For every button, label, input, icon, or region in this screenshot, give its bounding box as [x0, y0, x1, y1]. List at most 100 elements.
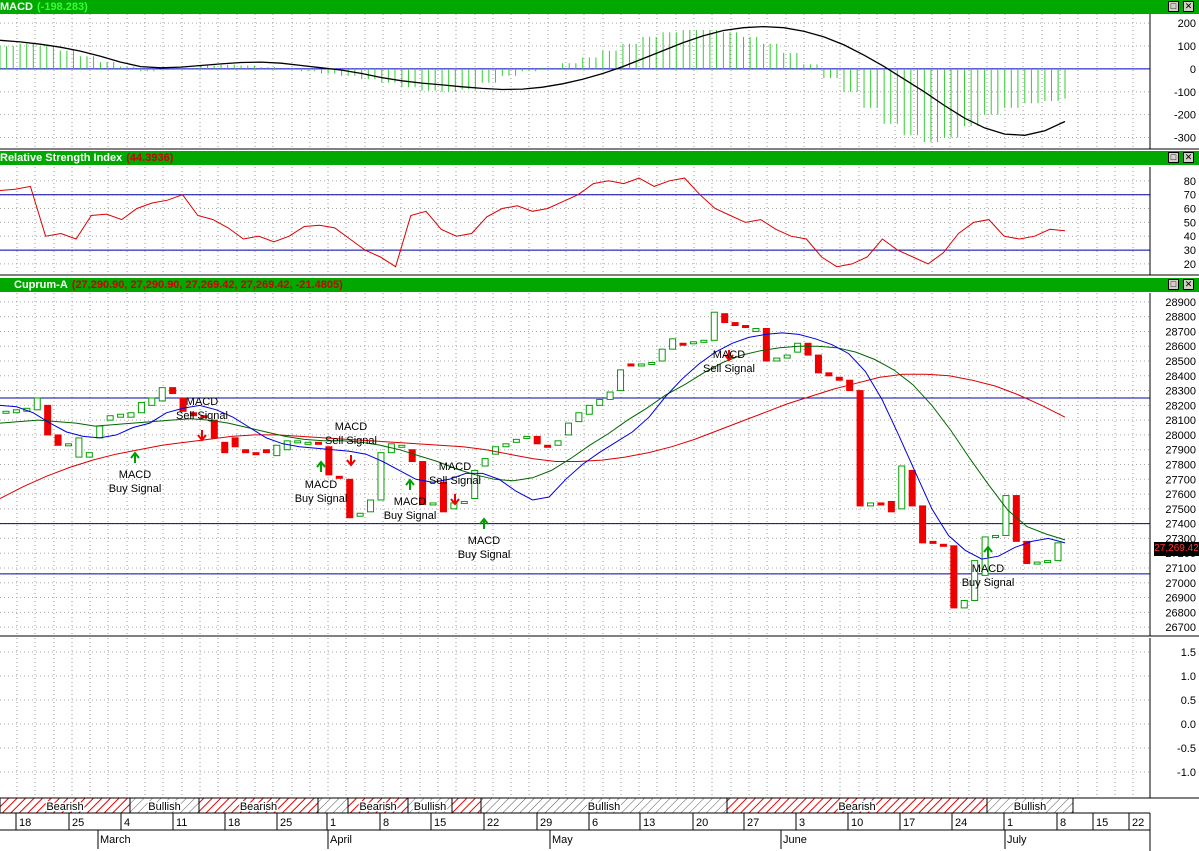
moving-average-slow: [0, 373, 1066, 499]
price-candle: [877, 502, 885, 506]
empty-panel-tick-label: 0.5: [1181, 695, 1196, 707]
date-day-label: 25: [72, 817, 84, 829]
price-candle: [356, 512, 364, 517]
buy-arrow-icon: [130, 451, 140, 463]
macd-titlebar[interactable]: MACD (-198.283) □ ✕: [0, 0, 1199, 14]
signal-annotation-label: Buy Signal: [962, 577, 1015, 589]
date-month-label: June: [783, 834, 807, 846]
price-candle: [408, 449, 416, 463]
signal-annotation-title: MACD: [713, 349, 745, 361]
price-candle: [544, 444, 552, 448]
price-candle: [377, 452, 385, 501]
price-candle: [346, 478, 354, 519]
empty-panel-tick-label: -0.5: [1177, 743, 1196, 755]
trend-segment-label: Bearish: [240, 801, 277, 813]
rsi-maximize-button[interactable]: □: [1168, 152, 1179, 163]
price-candle: [804, 342, 812, 356]
price-tick-label: 26700: [1165, 622, 1196, 634]
price-candle: [627, 363, 635, 367]
price-candle: [533, 435, 541, 445]
date-day-label: 22: [487, 817, 499, 829]
macd-tick-label: -200: [1174, 110, 1196, 122]
price-candle: [221, 441, 229, 454]
empty-panel-tick-label: 1.5: [1181, 647, 1196, 659]
price-candle: [75, 437, 83, 458]
price-tick-label: 27400: [1165, 519, 1196, 531]
price-candle: [554, 440, 562, 446]
price-candle: [179, 397, 187, 412]
price-tick-label: 28600: [1165, 341, 1196, 353]
price-title: Cuprum-A: [14, 279, 68, 291]
rsi-tick-label: 20: [1184, 259, 1196, 271]
price-candle: [814, 354, 822, 374]
price-titlebar[interactable]: Cuprum-A (27,290.90, 27,290.90, 27,269.42…: [0, 278, 1199, 292]
price-candle: [585, 404, 593, 415]
price-candle: [231, 437, 239, 448]
macd-tick-label: -300: [1174, 133, 1196, 145]
price-candle: [127, 412, 135, 418]
price-tick-label: 28900: [1165, 297, 1196, 309]
price-candle: [1012, 495, 1020, 542]
price-candle: [856, 390, 864, 507]
date-day-label: 11: [176, 817, 187, 829]
price-close-button[interactable]: ✕: [1183, 279, 1194, 290]
signal-annotation-title: MACD: [335, 421, 367, 433]
price-candle: [648, 361, 656, 365]
macd-line: [0, 25, 1066, 136]
trend-segment: [198, 797, 319, 814]
macd-tick-label: 0: [1190, 64, 1196, 76]
rsi-titlebar[interactable]: Relative Strength Index (44.3936) □ ✕: [0, 151, 1199, 165]
price-candle: [314, 441, 322, 445]
buy-arrow-icon: [983, 545, 993, 557]
price-candle: [64, 443, 72, 447]
price-candle: [939, 543, 947, 547]
price-candle: [783, 354, 791, 359]
rsi-tick-label: 60: [1184, 204, 1196, 216]
price-candle: [252, 452, 260, 456]
price-candle: [367, 499, 375, 513]
price-candle: [450, 502, 458, 510]
signal-annotation-title: MACD: [119, 469, 151, 481]
price-candle: [242, 449, 250, 454]
price-candle: [460, 500, 468, 504]
rsi-tick-label: 30: [1184, 245, 1196, 257]
sell-arrow-icon: [346, 455, 356, 467]
price-candle: [992, 534, 1000, 538]
rsi-title: Relative Strength Index: [0, 152, 123, 164]
macd-maximize-button[interactable]: □: [1168, 1, 1179, 12]
date-day-label: 15: [434, 817, 446, 829]
macd-close-button[interactable]: ✕: [1183, 1, 1194, 12]
price-tick-label: 28000: [1165, 430, 1196, 442]
price-candle: [502, 443, 510, 448]
price-tick-label: 28300: [1165, 386, 1196, 398]
trend-segment-label: Bearish: [359, 801, 396, 813]
signal-annotation-title: MACD: [394, 496, 426, 508]
date-day-label: 18: [19, 817, 31, 829]
empty-panel-tick-label: 1.0: [1181, 671, 1196, 683]
price-candle: [679, 342, 687, 346]
price-candle: [523, 435, 531, 439]
price-candle: [283, 440, 291, 451]
price-tick-label: 27900: [1165, 445, 1196, 457]
price-value: (27,290.90, 27,290.90, 27,269.42, 27,269…: [71, 279, 343, 291]
price-tick-label: 27800: [1165, 460, 1196, 472]
price-tick-label: 27100: [1165, 563, 1196, 575]
buy-arrow-icon: [405, 478, 415, 490]
date-day-label: 29: [540, 817, 552, 829]
sell-arrow-icon: [724, 350, 734, 362]
price-candle: [564, 422, 572, 436]
price-candle: [887, 500, 895, 513]
price-candle: [689, 341, 697, 345]
rsi-close-button[interactable]: ✕: [1183, 152, 1194, 163]
price-candle: [54, 434, 62, 446]
trend-segment: [407, 797, 453, 814]
price-candle: [44, 404, 52, 436]
price-candle: [419, 461, 427, 505]
price-candle: [429, 502, 437, 506]
price-candle: [731, 322, 739, 327]
date-day-label: 13: [643, 817, 655, 829]
price-candle: [481, 458, 489, 467]
price-maximize-button[interactable]: □: [1168, 279, 1179, 290]
price-tick-label: 28800: [1165, 312, 1196, 324]
